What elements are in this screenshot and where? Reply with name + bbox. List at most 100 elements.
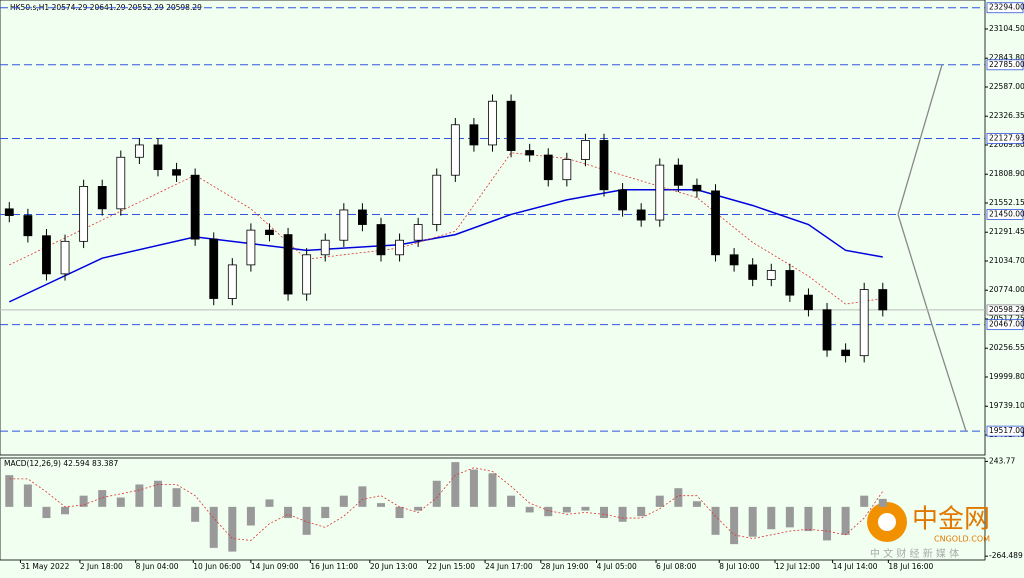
macd-bar bbox=[804, 506, 813, 532]
candle-body bbox=[42, 235, 51, 275]
candle-body bbox=[413, 224, 423, 241]
macd-bar bbox=[841, 506, 850, 535]
candle-body bbox=[878, 289, 888, 311]
y-tick-label: 20517.25 bbox=[989, 314, 1024, 323]
candle-body bbox=[172, 169, 181, 176]
y-tick-label: -264.489 bbox=[989, 551, 1023, 560]
macd-bar bbox=[767, 506, 776, 530]
macd-bar bbox=[172, 488, 181, 507]
candle-body bbox=[4, 208, 14, 216]
candle-body bbox=[395, 239, 404, 256]
macd-bar bbox=[860, 495, 869, 507]
x-tick-label: 6 Jul 08:00 bbox=[656, 562, 696, 571]
level-box bbox=[986, 133, 1024, 144]
candle-body bbox=[673, 164, 683, 186]
candle-body bbox=[79, 186, 89, 242]
macd-bar bbox=[730, 506, 739, 545]
level-box bbox=[986, 2, 1024, 14]
candle-body bbox=[543, 154, 553, 181]
macd-bar bbox=[692, 501, 701, 507]
macd-bar bbox=[358, 486, 367, 507]
candle-body bbox=[23, 215, 33, 237]
macd-signal bbox=[9, 467, 884, 541]
macd-bar bbox=[748, 506, 757, 537]
x-tick-label: 20 Jun 13:00 bbox=[370, 562, 418, 571]
macd-bar bbox=[525, 506, 534, 513]
candle-body bbox=[525, 150, 535, 156]
candle-body bbox=[729, 254, 739, 266]
level-label: 22785.00 bbox=[989, 60, 1024, 69]
y-tick-label: 23104.50 bbox=[989, 24, 1024, 33]
candle-body bbox=[432, 174, 442, 225]
candle-body bbox=[302, 254, 312, 295]
x-tick-label: 31 May 2022 bbox=[20, 562, 69, 571]
watermark: 中金网 CNGOLD.COM 中 文 财 经 新 媒 体 bbox=[867, 502, 990, 560]
candle-body bbox=[599, 140, 609, 191]
x-tick-label: 14 Jul 14:00 bbox=[833, 562, 878, 571]
x-tick-label: 8 Jul 10:00 bbox=[719, 562, 759, 571]
level-box bbox=[986, 319, 1024, 331]
macd-bar bbox=[79, 495, 88, 507]
x-tick-label: 28 Jun 19:00 bbox=[541, 562, 589, 571]
macd-bar bbox=[284, 506, 293, 519]
logo-inner bbox=[878, 513, 896, 531]
x-tick-label: 2 Jun 18:00 bbox=[80, 562, 123, 571]
candle-body bbox=[748, 264, 758, 280]
y-tick-label: 20774.00 bbox=[989, 285, 1024, 294]
macd-bar bbox=[674, 488, 683, 507]
candle-body bbox=[655, 164, 665, 221]
macd-bar bbox=[544, 506, 553, 517]
macd-bar bbox=[376, 503, 385, 507]
macd-title: MACD(12,26,9) 42.594 83.387 bbox=[4, 459, 118, 468]
level-box bbox=[986, 425, 1024, 437]
level-label: 21450.00 bbox=[989, 209, 1024, 218]
macd-bar bbox=[414, 506, 423, 511]
macd-bar bbox=[339, 495, 348, 507]
macd-bar bbox=[711, 506, 720, 535]
candle-body bbox=[60, 240, 70, 275]
y-tick-label: 21034.70 bbox=[989, 256, 1024, 265]
macd-bar bbox=[655, 495, 664, 507]
level-label: 23294.00 bbox=[989, 3, 1024, 12]
candle-body bbox=[209, 238, 219, 299]
candle-body bbox=[822, 309, 832, 351]
candle-body bbox=[376, 224, 386, 256]
x-tick-label: 18 Jul 16:00 bbox=[888, 562, 933, 571]
candle-body bbox=[97, 186, 107, 210]
price-panel bbox=[0, 0, 986, 456]
candle-body bbox=[450, 124, 460, 176]
macd-bar bbox=[98, 490, 107, 507]
y-tick-label: 21808.90 bbox=[989, 169, 1024, 178]
candle-body bbox=[116, 156, 126, 210]
watermark-site: CNGOLD.COM bbox=[934, 535, 990, 544]
candle-body bbox=[692, 184, 702, 192]
x-tick-label: 12 Jul 12:00 bbox=[775, 562, 820, 571]
macd-bar bbox=[637, 506, 646, 517]
candle-body bbox=[190, 174, 200, 240]
macd-bar bbox=[116, 497, 125, 507]
macd-bar bbox=[432, 480, 441, 507]
y-tick-label: 19739.10 bbox=[989, 401, 1024, 410]
macd-bar bbox=[600, 506, 609, 519]
y-tick-label: 22843.80 bbox=[989, 53, 1024, 62]
candle-body bbox=[636, 209, 646, 221]
candle-body bbox=[618, 189, 627, 211]
candle-body bbox=[265, 229, 274, 236]
projection-down bbox=[897, 214, 967, 432]
macd-bar bbox=[42, 506, 51, 519]
x-tick-label: 16 Jun 11:00 bbox=[310, 562, 358, 571]
macd-bar bbox=[785, 506, 794, 528]
macd-bar bbox=[302, 506, 311, 535]
candle-body bbox=[153, 144, 163, 171]
candle-body bbox=[469, 124, 479, 146]
candle-body bbox=[804, 294, 813, 311]
macd-bar bbox=[265, 499, 274, 507]
y-tick-label: 20256.55 bbox=[989, 343, 1024, 352]
level-label: 22127.93 bbox=[989, 133, 1024, 142]
candle-body bbox=[841, 349, 851, 357]
candle-body bbox=[227, 264, 237, 299]
candle-body bbox=[766, 270, 776, 280]
level-box bbox=[986, 209, 1024, 220]
